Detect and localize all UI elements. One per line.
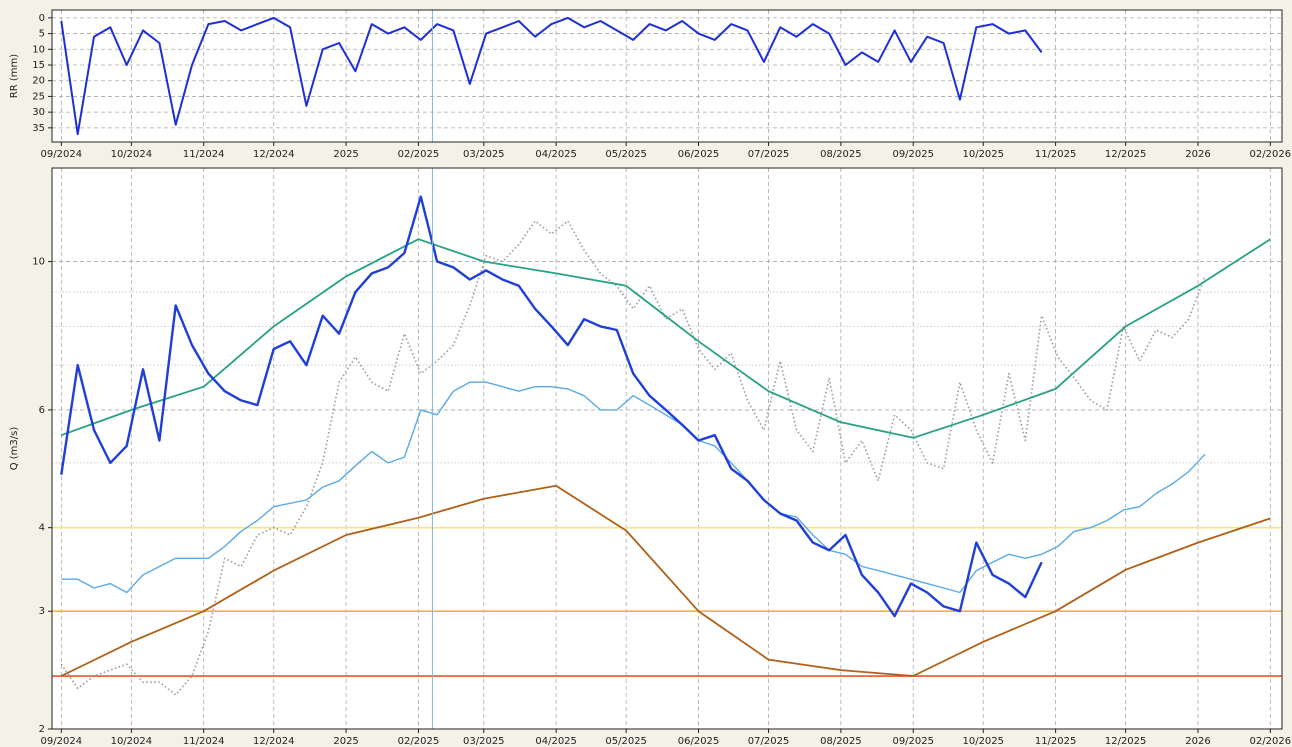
- series-line: [60, 238, 1271, 439]
- y-tick-label: 10: [32, 44, 45, 55]
- x-tick-label: 07/2025: [748, 149, 790, 160]
- x-tick-label: 10/2025: [962, 149, 1004, 160]
- x-tick-label: 10/2024: [111, 149, 153, 160]
- x-tick-label: 05/2025: [605, 736, 647, 747]
- x-tick-label: 11/2025: [1035, 149, 1077, 160]
- x-tick-label: 09/2025: [892, 149, 934, 160]
- series-line: [60, 16, 1043, 136]
- x-tick-label: 03/2025: [463, 736, 505, 747]
- x-tick-label: 2025: [333, 149, 358, 160]
- y-tick-label: 6: [39, 405, 45, 416]
- x-tick-label: 12/2025: [1105, 149, 1147, 160]
- y-tick-label: 30: [32, 107, 45, 118]
- y-tick-label: 4: [39, 523, 45, 534]
- x-tick-label: 03/2025: [463, 149, 505, 160]
- plot-frame: [51, 167, 1283, 730]
- series-line: [60, 195, 1043, 618]
- x-tick-label: 12/2024: [253, 149, 295, 160]
- x-tick-label: 07/2025: [748, 736, 790, 747]
- x-tick-label: 09/2025: [892, 736, 934, 747]
- x-tick-label: 04/2025: [535, 736, 577, 747]
- x-tick-label: 08/2025: [820, 149, 862, 160]
- x-tick-label: 06/2025: [678, 149, 720, 160]
- x-tick-label: 2025: [333, 736, 358, 747]
- y-axis-label: Q (m3/s): [9, 427, 20, 471]
- series-line: [60, 484, 1271, 677]
- x-tick-label: 10/2025: [962, 736, 1004, 747]
- x-tick-label: 12/2025: [1105, 736, 1147, 747]
- x-tick-label: 06/2025: [678, 736, 720, 747]
- x-tick-label: 11/2024: [183, 736, 225, 747]
- x-tick-label: 09/2024: [41, 736, 83, 747]
- plot-area: [52, 10, 1282, 142]
- plot-area: [52, 168, 1282, 729]
- y-tick-label: 3: [39, 606, 45, 617]
- x-tick-label: 02/2025: [398, 736, 440, 747]
- y-tick-label: 35: [32, 123, 45, 134]
- x-tick-label: 11/2025: [1035, 736, 1077, 747]
- x-tick-label: 02/2026: [1250, 736, 1292, 747]
- y-axis-label: RR (mm): [9, 54, 20, 98]
- x-tick-label: 12/2024: [253, 736, 295, 747]
- y-tick-label: 20: [32, 76, 45, 87]
- x-tick-label: 2026: [1185, 736, 1210, 747]
- series-line: [61, 381, 1206, 594]
- x-tick-label: 04/2025: [535, 149, 577, 160]
- y-tick-label: 5: [39, 29, 45, 40]
- y-tick-label: 10: [32, 257, 45, 268]
- x-tick-label: 02/2025: [398, 149, 440, 160]
- x-tick-label: 09/2024: [41, 149, 83, 160]
- x-tick-label: 05/2025: [605, 149, 647, 160]
- x-tick-label: 11/2024: [183, 149, 225, 160]
- y-tick-label: 25: [32, 91, 45, 102]
- x-tick-label: 08/2025: [820, 736, 862, 747]
- x-tick-label: 2026: [1185, 149, 1210, 160]
- y-tick-label: 2: [39, 724, 45, 735]
- x-tick-label: 02/2026: [1250, 149, 1292, 160]
- x-tick-label: 10/2024: [111, 736, 153, 747]
- y-tick-label: 0: [39, 13, 45, 24]
- plot-frame: [51, 9, 1283, 143]
- y-tick-label: 15: [32, 60, 45, 71]
